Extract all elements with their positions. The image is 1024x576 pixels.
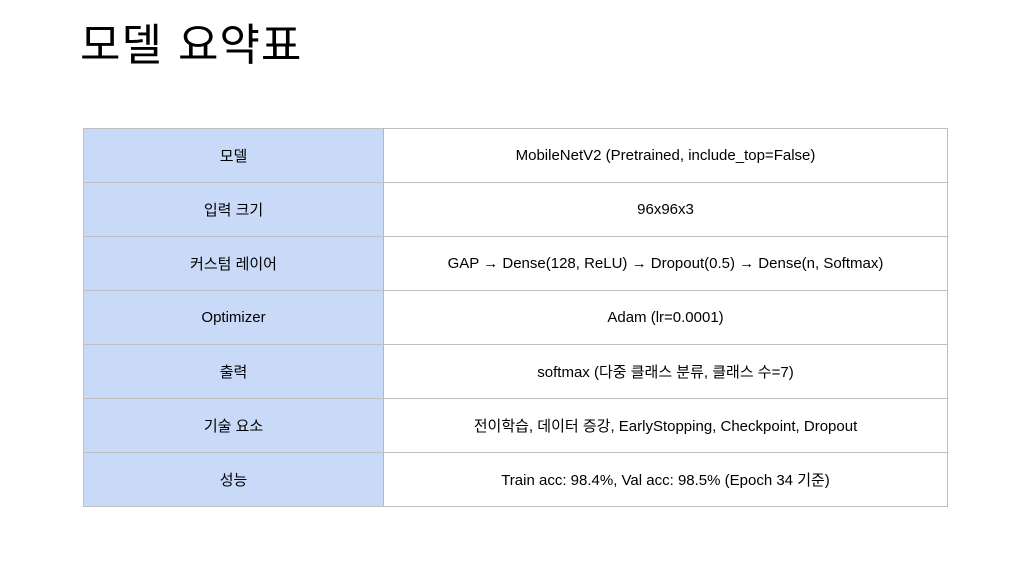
table-row-model: 모델 MobileNetV2 (Pretrained, include_top=… bbox=[83, 128, 948, 183]
table-row-techniques: 기술 요소 전이학습, 데이터 증강, EarlyStopping, Check… bbox=[83, 398, 948, 453]
table-row-output: 출력 softmax (다중 클래스 분류, 클래스 수=7) bbox=[83, 344, 948, 399]
row-value-output: softmax (다중 클래스 분류, 클래스 수=7) bbox=[383, 344, 948, 399]
table-row-custom-layers: 커스텀 레이어 GAP → Dense(128, ReLU) → Dropout… bbox=[83, 236, 948, 291]
row-value-performance: Train acc: 98.4%, Val acc: 98.5% (Epoch … bbox=[383, 452, 948, 507]
row-label-techniques: 기술 요소 bbox=[83, 398, 384, 453]
slide-title: 모델 요약표 bbox=[80, 20, 303, 71]
row-value-input-size: 96x96x3 bbox=[383, 182, 948, 237]
row-label-optimizer: Optimizer bbox=[83, 290, 384, 345]
row-label-model: 모델 bbox=[83, 128, 384, 183]
row-value-techniques: 전이학습, 데이터 증강, EarlyStopping, Checkpoint,… bbox=[383, 398, 948, 453]
row-label-output: 출력 bbox=[83, 344, 384, 399]
row-label-performance: 성능 bbox=[83, 452, 384, 507]
row-value-custom-layers: GAP → Dense(128, ReLU) → Dropout(0.5) → … bbox=[383, 236, 948, 291]
row-label-input-size: 입력 크기 bbox=[83, 182, 384, 237]
model-summary-table: 모델 MobileNetV2 (Pretrained, include_top=… bbox=[83, 128, 948, 507]
table-row-performance: 성능 Train acc: 98.4%, Val acc: 98.5% (Epo… bbox=[83, 452, 948, 507]
table-row-optimizer: Optimizer Adam (lr=0.0001) bbox=[83, 290, 948, 345]
table-row-input-size: 입력 크기 96x96x3 bbox=[83, 182, 948, 237]
row-value-optimizer: Adam (lr=0.0001) bbox=[383, 290, 948, 345]
row-label-custom-layers: 커스텀 레이어 bbox=[83, 236, 384, 291]
row-value-model: MobileNetV2 (Pretrained, include_top=Fal… bbox=[383, 128, 948, 183]
